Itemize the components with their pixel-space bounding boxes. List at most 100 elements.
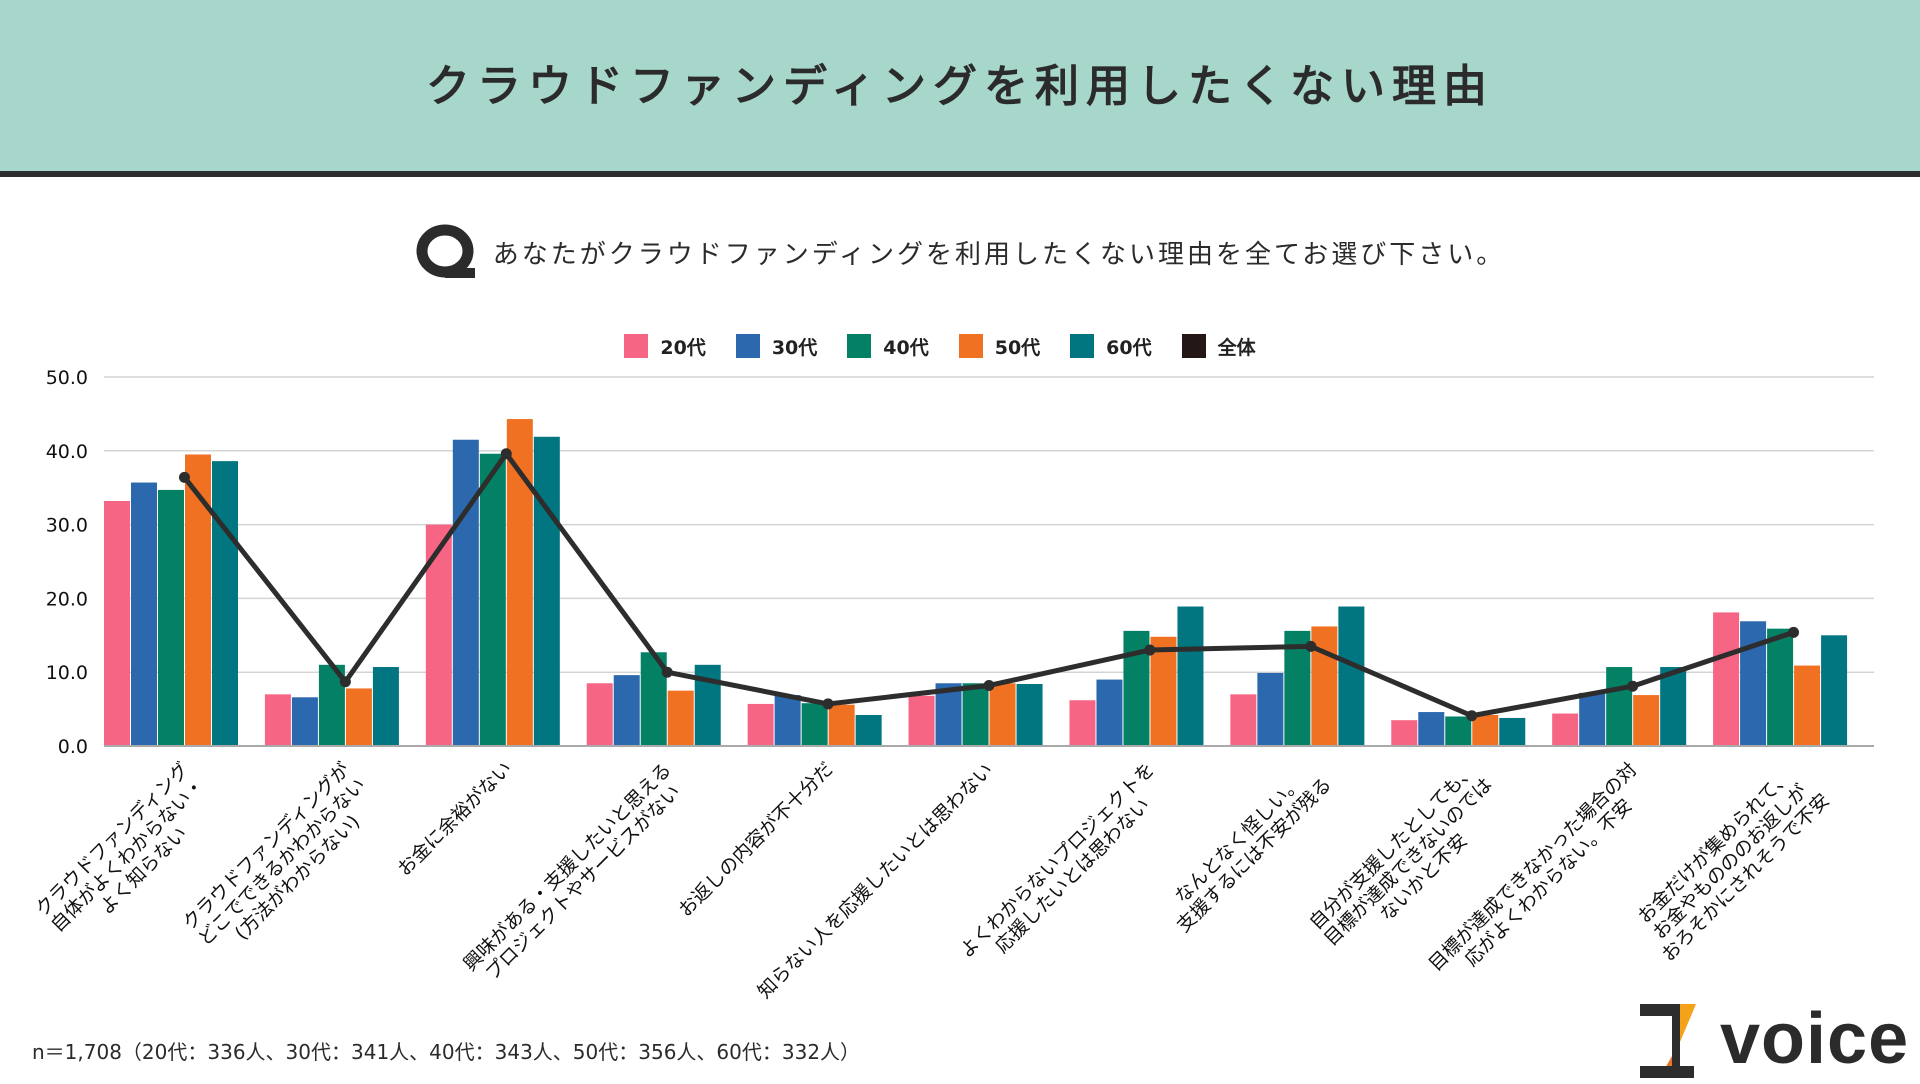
- bar-30代: [1096, 679, 1123, 746]
- line-marker: [178, 471, 190, 483]
- bar-30代: [291, 697, 318, 746]
- bar-30代: [613, 675, 640, 746]
- line-marker: [983, 679, 995, 691]
- bar-20代: [1713, 612, 1740, 746]
- bar-20代: [425, 524, 452, 746]
- bar-50代: [345, 688, 372, 746]
- legend-label: 40代: [883, 336, 929, 359]
- legend-label: 全体: [1217, 336, 1256, 359]
- bar-50代: [1472, 715, 1499, 746]
- bar-20代: [1069, 700, 1096, 746]
- y-tick-label: 20.0: [46, 588, 88, 610]
- header-banner: クラウドファンディングを利用したくない理由: [0, 0, 1920, 177]
- line-marker: [500, 448, 512, 460]
- bar-50代: [1150, 636, 1177, 746]
- legend-item: 50代: [958, 333, 1041, 360]
- x-category-label: お金に余裕がない: [393, 757, 516, 880]
- logo-text: voice: [1720, 999, 1910, 1079]
- x-category-label-line: プロジェクトやサービスがない: [481, 781, 685, 985]
- legend-label: 60代: [1106, 336, 1152, 359]
- bar-20代: [1230, 694, 1257, 746]
- legend-item: 全体: [1181, 333, 1256, 360]
- bar-30代: [935, 683, 962, 746]
- bar-50代: [989, 683, 1016, 746]
- line-marker: [1466, 710, 1478, 722]
- legend-label: 20代: [660, 336, 706, 359]
- line-marker: [822, 698, 834, 710]
- line-marker: [661, 666, 673, 678]
- bar-40代: [158, 489, 184, 746]
- bar-60代: [1016, 684, 1043, 746]
- bar-20代: [908, 695, 935, 746]
- question-text: あなたがクラウドファンディングを利用したくない理由を全てお選び下さい。: [492, 239, 1506, 270]
- legend-label: 30代: [771, 336, 818, 359]
- sample-size-note: n＝1,708（20代：336人、30代：341人、40代：343人、50代：3…: [32, 1040, 861, 1064]
- bar-30代: [1579, 692, 1606, 746]
- bar-20代: [104, 500, 130, 746]
- bar-20代: [264, 694, 291, 746]
- x-category-label-line: 応がよくわからない。不安: [1460, 795, 1636, 971]
- bar-60代: [855, 715, 882, 746]
- legend-item: 30代: [735, 333, 818, 360]
- line-marker: [1144, 644, 1156, 656]
- bar-40代: [1606, 667, 1633, 746]
- bar-50代: [828, 704, 855, 746]
- bar-40代: [962, 683, 989, 746]
- bar-30代: [774, 695, 801, 746]
- bar-60代: [1660, 667, 1687, 746]
- legend-swatch: [958, 334, 983, 358]
- bar-30代: [1740, 621, 1767, 746]
- y-tick-label: 30.0: [46, 515, 88, 537]
- bar-60代: [212, 461, 238, 746]
- x-category-label: なんとなく怪しい。支援するには不安が残る: [1171, 772, 1336, 937]
- bar-30代: [1418, 712, 1445, 746]
- bar-60代: [1821, 635, 1848, 746]
- bar-20代: [1552, 713, 1579, 746]
- legend-label: 50代: [994, 336, 1041, 359]
- bar-40代: [1284, 630, 1311, 746]
- bar-20代: [747, 703, 774, 746]
- bar-60代: [1499, 717, 1526, 746]
- z-logo-icon: [1640, 1004, 1696, 1078]
- bar-60代: [533, 436, 560, 746]
- bar-50代: [1633, 695, 1660, 746]
- bar-40代: [1767, 628, 1794, 746]
- bar-20代: [1391, 720, 1418, 746]
- y-tick-label: 50.0: [46, 367, 88, 389]
- line-marker: [339, 676, 351, 688]
- x-category-label-line: 応援したいとは思わない: [991, 794, 1154, 957]
- legend-swatch: [1070, 334, 1095, 358]
- x-category-label-line: なんとなく怪しい。: [1171, 772, 1307, 908]
- bar-30代: [452, 439, 479, 746]
- y-tick-label: 10.0: [46, 662, 88, 684]
- x-category-label-line: よくわからないプロジェクトを: [955, 758, 1159, 962]
- bar-40代: [479, 453, 506, 746]
- legend-swatch: [624, 334, 649, 358]
- zvoice-logo: voice: [1638, 998, 1920, 1080]
- question-row: あなたがクラウドファンディングを利用したくない理由を全てお選び下さい。: [0, 222, 1920, 282]
- y-tick-label: 40.0: [46, 441, 88, 463]
- q-icon: [416, 224, 475, 278]
- bar-30代: [1257, 672, 1284, 746]
- bar-50代: [1794, 665, 1821, 746]
- x-category-label-line: どこでできるかわからない: [194, 774, 370, 950]
- bar-60代: [1177, 606, 1204, 746]
- bar-60代: [1338, 606, 1365, 746]
- bar-20代: [586, 683, 613, 746]
- chart-legend: 20代 30代 40代 50代 60代 全体: [0, 330, 1900, 362]
- bar-30代: [131, 482, 157, 746]
- legend-swatch: [735, 334, 760, 358]
- bar-40代: [801, 703, 828, 746]
- x-category-label-line: お金に余裕がない: [393, 757, 516, 880]
- legend-swatch: [847, 334, 872, 358]
- x-category-label-line: お金やものののお返しが: [1648, 780, 1811, 943]
- bar-50代: [667, 690, 694, 746]
- x-category-label-line: お返しの内容が不十分だ: [674, 758, 837, 921]
- page-title: クラウドファンディングを利用したくない理由: [426, 60, 1494, 112]
- y-tick-label: 0.0: [58, 736, 88, 758]
- bar-60代: [372, 667, 399, 746]
- legend-item: 20代: [624, 333, 706, 360]
- line-marker: [1305, 640, 1317, 652]
